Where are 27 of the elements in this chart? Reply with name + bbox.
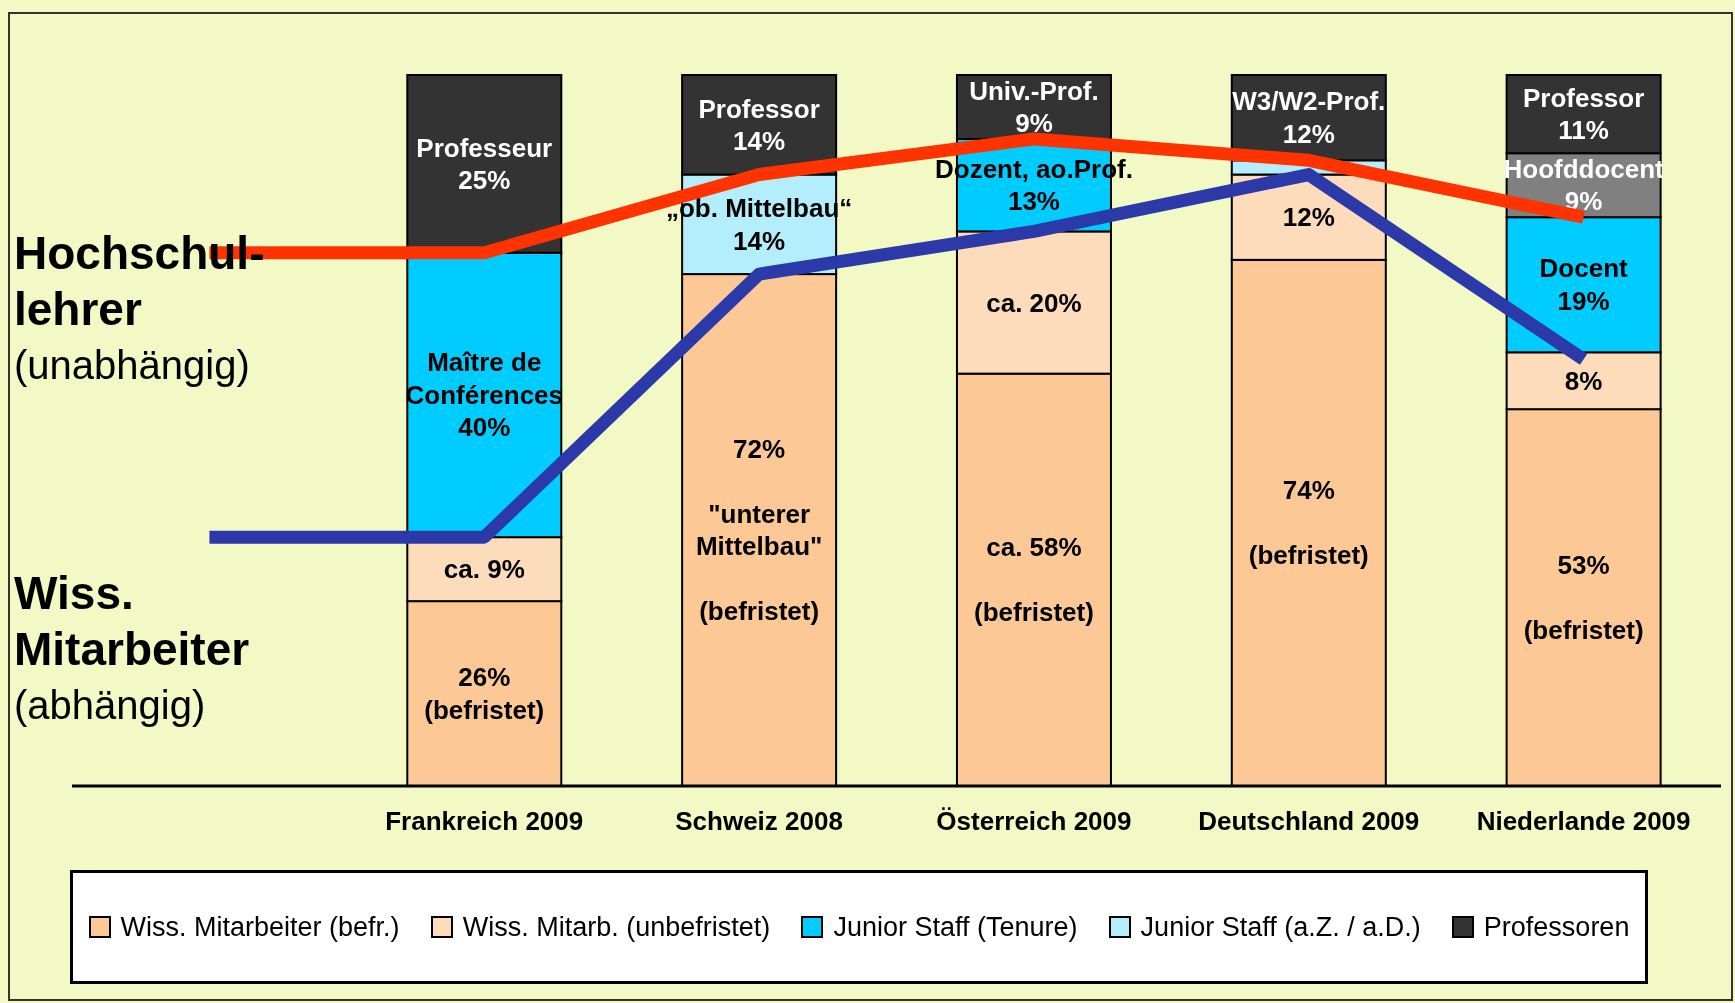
data-label: Docent 19% xyxy=(1539,253,1629,316)
legend-label: Wiss. Mitarb. (unbefristet) xyxy=(462,911,771,943)
data-label: Univ.-Prof. 9% xyxy=(969,75,1099,139)
x-tick-label: Niederlande 2009 xyxy=(1476,806,1691,837)
legend-label: Junior Staff (a.Z. / a.D.) xyxy=(1140,911,1421,943)
data-label: ca. 9% xyxy=(443,554,525,585)
data-label: Professor 14% xyxy=(698,93,820,157)
x-tick-label: Österreich 2009 xyxy=(936,806,1132,837)
data-label: 12% xyxy=(1282,202,1335,233)
data-label: Professeur 25% xyxy=(416,132,553,196)
x-tick-label: Deutschland 2009 xyxy=(1198,806,1420,837)
annotation: Wiss. Mitarbeiter (abhängig) xyxy=(14,566,250,729)
text: 72% "unterer Mittelbau" (befristet) xyxy=(695,433,823,627)
data-label: 8% xyxy=(1564,365,1603,396)
x-tick-label: Frankreich 2009 xyxy=(385,806,584,837)
data-label: ca. 20% xyxy=(986,287,1082,318)
legend-label: Junior Staff (Tenure) xyxy=(833,911,1078,943)
x-tick-label: Schweiz 2008 xyxy=(675,806,843,837)
legend-label: Professoren xyxy=(1483,911,1630,943)
data-label: 26% (befristet) xyxy=(424,662,545,725)
text: 74% (befristet) xyxy=(1248,475,1369,571)
legend-label: Wiss. Mitarbeiter (befr.) xyxy=(120,911,400,943)
data-label: W3/W2-Prof. 12% xyxy=(1232,86,1386,149)
text: 53% (befristet) xyxy=(1523,550,1644,646)
annotation: Hochschul- lehrer (unabhängig) xyxy=(14,226,265,389)
data-label: Professor 11% xyxy=(1522,82,1645,146)
text: ca. 58% (befristet) xyxy=(974,532,1094,628)
